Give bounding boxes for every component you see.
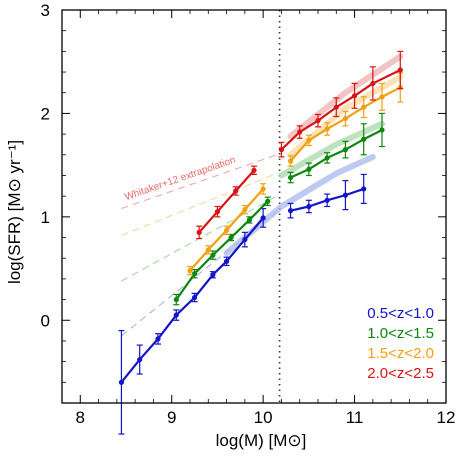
data-point-1-low-5 (265, 198, 271, 204)
data-point-0-low-6 (223, 258, 230, 264)
legend-entry-2: 1.5<z<2.0 (367, 345, 434, 362)
data-point-2-low-0 (187, 268, 193, 274)
x-axis-label: log(M) [M⊙] (216, 431, 307, 450)
y-tick-label-1: 1 (41, 208, 50, 227)
data-point-1-high-1 (306, 166, 312, 172)
data-point-1-low-4 (246, 217, 253, 223)
data-point-2-high-4 (361, 104, 367, 110)
data-point-3-low-1 (214, 209, 221, 215)
ms-band-1 (278, 120, 385, 179)
data-point-0-high-1 (306, 203, 312, 210)
legend-entry-3: 2.0<z<2.5 (367, 365, 434, 382)
data-point-0-low-0 (118, 379, 125, 385)
x-tick-label-10: 10 (254, 408, 273, 427)
data-point-2-low-4 (260, 186, 266, 192)
data-point-3-low-3 (251, 167, 257, 173)
data-point-2-low-3 (242, 207, 248, 213)
series-line-3-low (198, 169, 255, 234)
data-point-2-high-3 (342, 115, 349, 122)
series-line-1-low (175, 200, 269, 301)
data-point-1-low-0 (173, 296, 179, 303)
x-tick-label-12: 12 (437, 408, 456, 427)
legend-entry-0: 0.5<z<1.0 (367, 305, 434, 322)
data-point-3-high-2 (315, 118, 321, 124)
data-point-3-high-0 (278, 147, 285, 153)
extrapolation-line-0 (121, 211, 278, 337)
data-point-1-high-4 (361, 136, 367, 142)
data-point-2-high-5 (379, 94, 385, 100)
data-point-2-high-0 (287, 158, 294, 164)
data-point-0-low-5 (210, 272, 216, 278)
ms-band-3 (287, 53, 404, 140)
data-point-0-high-2 (324, 197, 330, 203)
data-point-1-high-0 (287, 174, 294, 181)
x-tick-label-11: 11 (346, 408, 364, 427)
data-point-1-low-1 (191, 271, 198, 277)
data-point-0-low-1 (137, 356, 143, 363)
y-tick-label-2: 2 (41, 104, 50, 123)
data-point-3-low-2 (233, 188, 239, 194)
data-point-0-high-0 (287, 208, 294, 214)
extrapolation-line-2 (121, 172, 278, 237)
data-point-1-high-2 (324, 155, 330, 161)
data-point-0-low-4 (191, 294, 198, 301)
data-point-0-low-7 (242, 236, 248, 243)
y-tick-label-0: 0 (41, 311, 50, 330)
data-point-3-high-1 (297, 129, 303, 135)
data-point-0-high-3 (342, 192, 349, 198)
series-layer (118, 50, 404, 435)
data-point-3-low-0 (196, 229, 202, 235)
extrapolation-line-3 (121, 154, 278, 210)
y-axis-label: log(SFR) [M⊙ yr⁻¹] (5, 140, 24, 284)
data-point-1-high-5 (379, 127, 385, 133)
data-point-3-high-4 (351, 93, 358, 99)
data-point-3-high-6 (397, 67, 403, 73)
series-line-1-high (290, 128, 383, 179)
data-point-0-low-8 (260, 215, 266, 221)
data-point-2-high-1 (306, 137, 312, 143)
data-point-2-high-2 (324, 126, 330, 132)
x-tick-label-9: 9 (167, 408, 176, 427)
legend: 0.5<z<1.0 1.0<z<1.5 1.5<z<2.0 2.0<z<2.5 (367, 305, 434, 382)
y-tick-label-3: 3 (41, 1, 50, 20)
plot-frame (61, 9, 447, 404)
data-point-0-low-2 (155, 336, 161, 342)
data-point-2-low-2 (223, 227, 230, 233)
data-point-1-low-2 (210, 252, 216, 258)
data-point-2-low-1 (205, 247, 211, 253)
data-point-0-high-4 (361, 186, 367, 192)
axes-frame (61, 9, 447, 404)
data-point-0-low-3 (173, 312, 179, 318)
data-point-3-high-3 (333, 104, 339, 110)
data-point-1-high-3 (342, 147, 349, 153)
x-tick-label-8: 8 (76, 408, 85, 427)
data-point-1-low-3 (228, 234, 234, 241)
data-point-3-high-5 (370, 80, 376, 87)
legend-entry-1: 1.0<z<1.5 (367, 325, 434, 342)
